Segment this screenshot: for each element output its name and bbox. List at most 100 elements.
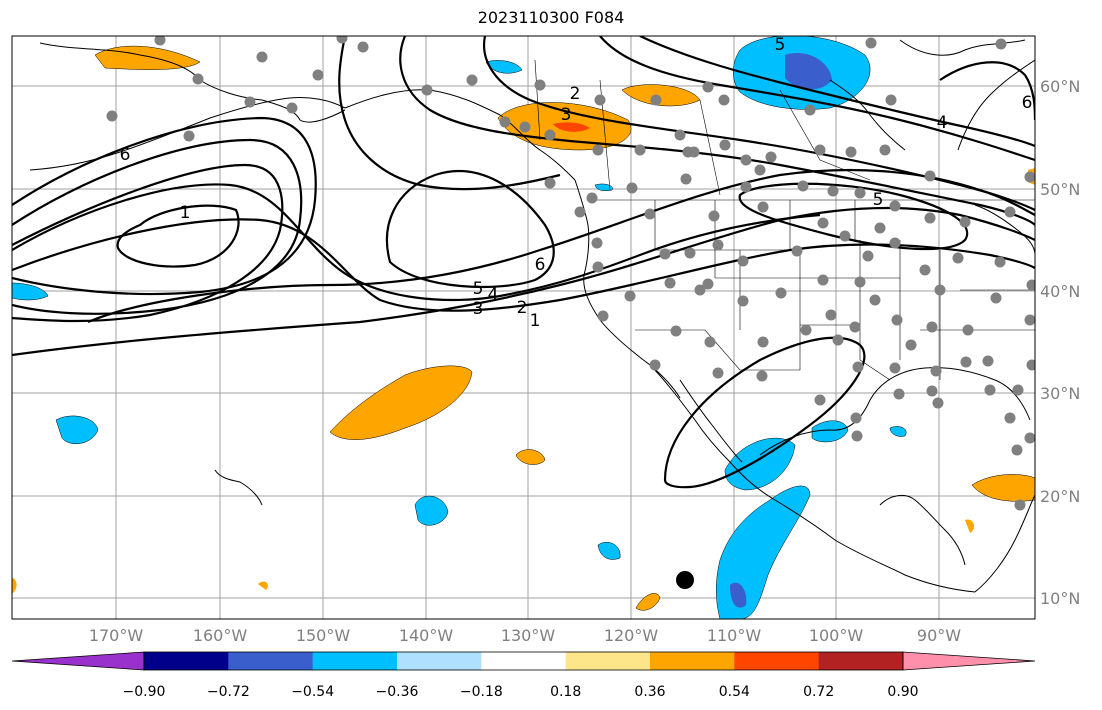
station-dot bbox=[1024, 314, 1035, 326]
station-dot bbox=[930, 365, 942, 377]
station-dot bbox=[650, 94, 662, 106]
station-dot bbox=[757, 201, 769, 213]
station-dot bbox=[817, 274, 829, 286]
station-dot bbox=[592, 261, 604, 273]
station-dot bbox=[845, 146, 857, 158]
station-dot bbox=[670, 325, 682, 337]
station-dot bbox=[852, 361, 864, 373]
colorbar-cell bbox=[734, 652, 820, 670]
lat-tick-label: 40°N bbox=[1040, 282, 1080, 301]
station-dot bbox=[256, 51, 268, 63]
lat-tick-labels: 10°N 20°N 30°N 40°N 50°N 60°N bbox=[1040, 77, 1080, 608]
station-dot bbox=[644, 208, 656, 220]
storm-marker bbox=[676, 571, 694, 589]
contour-label: 4 bbox=[488, 285, 499, 305]
station-dot bbox=[924, 212, 936, 224]
station-dot bbox=[183, 130, 195, 142]
station-dot bbox=[995, 38, 1007, 50]
station-dot bbox=[865, 37, 877, 49]
station-dot bbox=[659, 248, 671, 260]
station-dot bbox=[791, 245, 803, 257]
contour-lines bbox=[12, 36, 1035, 489]
station-dot bbox=[664, 277, 676, 289]
station-dot bbox=[591, 237, 603, 249]
station-dot bbox=[574, 206, 586, 218]
lat-tick-label: 20°N bbox=[1040, 487, 1080, 506]
station-dot bbox=[926, 321, 938, 333]
station-dot bbox=[757, 336, 769, 348]
coastlines bbox=[29, 39, 1035, 593]
colorbar-tick-label: −0.72 bbox=[207, 684, 250, 700]
contour-label: 2 bbox=[570, 84, 581, 104]
colorbar-tick-label: −0.18 bbox=[460, 684, 503, 700]
colorbar: −0.90 −0.72 −0.54 −0.36 −0.18 0.18 0.36 0.54 0.7… bbox=[11, 651, 1036, 700]
colorbar-cell bbox=[565, 652, 651, 670]
station-dot bbox=[893, 388, 905, 400]
station-dot bbox=[849, 321, 861, 333]
lat-tick-label: 60°N bbox=[1040, 77, 1080, 96]
station-dot bbox=[544, 177, 556, 189]
station-dot bbox=[154, 36, 166, 46]
station-dot bbox=[702, 278, 714, 290]
contour-label: 6 bbox=[535, 255, 546, 275]
station-dot bbox=[839, 230, 851, 242]
colorbar-min-extend bbox=[11, 651, 145, 671]
colorbar-cell bbox=[818, 652, 904, 670]
station-dot bbox=[106, 110, 118, 122]
station-dot bbox=[519, 121, 531, 133]
station-dot bbox=[994, 256, 1006, 268]
station-dot bbox=[891, 314, 903, 326]
contour-label: 3 bbox=[561, 105, 572, 125]
station-dot bbox=[674, 129, 686, 141]
lon-tick-label: 170°W bbox=[89, 626, 144, 645]
lon-tick-label: 160°W bbox=[193, 626, 248, 645]
station-dot bbox=[466, 74, 478, 86]
station-dot bbox=[879, 144, 891, 156]
station-dot bbox=[814, 394, 826, 406]
station-dot bbox=[869, 294, 881, 306]
colorbar-tick-label: 0.90 bbox=[887, 684, 918, 700]
contour-label: 2 bbox=[517, 298, 528, 318]
lon-tick-label: 110°W bbox=[707, 626, 762, 645]
station-dot bbox=[624, 290, 636, 302]
colorbar-tick-label: 0.54 bbox=[719, 684, 750, 700]
station-dot bbox=[704, 336, 716, 348]
contour-label: 6 bbox=[120, 145, 131, 165]
anomaly-shading bbox=[12, 36, 1035, 619]
station-dot bbox=[586, 192, 598, 204]
station-dot bbox=[919, 264, 931, 276]
station-dot bbox=[825, 309, 837, 321]
station-dot bbox=[874, 222, 886, 234]
station-dot bbox=[737, 255, 749, 267]
colorbar-tick-label: 0.18 bbox=[550, 684, 581, 700]
station-dot bbox=[694, 284, 706, 296]
station-dot bbox=[1004, 412, 1016, 424]
station-dot bbox=[756, 370, 768, 382]
contour-label: 5 bbox=[473, 279, 484, 299]
lat-tick-label: 10°N bbox=[1040, 589, 1080, 608]
map-title: 2023110300 F084 bbox=[477, 8, 625, 27]
lon-tick-label: 140°W bbox=[399, 626, 454, 645]
colorbar-tick-label: −0.54 bbox=[291, 684, 334, 700]
lon-tick-labels: 170°W 160°W 150°W 140°W 130°W 120°W 110°… bbox=[89, 626, 961, 645]
station-dot bbox=[1026, 279, 1035, 291]
station-dot bbox=[708, 210, 720, 222]
station-dot bbox=[192, 73, 204, 85]
station-dot bbox=[544, 129, 556, 141]
station-dot bbox=[1004, 206, 1016, 218]
station-dot bbox=[712, 367, 724, 379]
station-dot bbox=[312, 69, 324, 81]
station-dot bbox=[889, 362, 901, 374]
contour-label: 5 bbox=[775, 35, 786, 55]
station-dot bbox=[959, 216, 971, 228]
station-dot bbox=[597, 310, 609, 322]
station-dot bbox=[889, 237, 901, 249]
colorbar-tick-label: −0.36 bbox=[376, 684, 419, 700]
lat-tick-label: 30°N bbox=[1040, 384, 1080, 403]
colorbar-cell bbox=[481, 652, 567, 670]
station-dot bbox=[719, 139, 731, 151]
station-dot bbox=[634, 144, 646, 156]
lon-tick-label: 100°W bbox=[809, 626, 864, 645]
station-dot bbox=[286, 102, 298, 114]
